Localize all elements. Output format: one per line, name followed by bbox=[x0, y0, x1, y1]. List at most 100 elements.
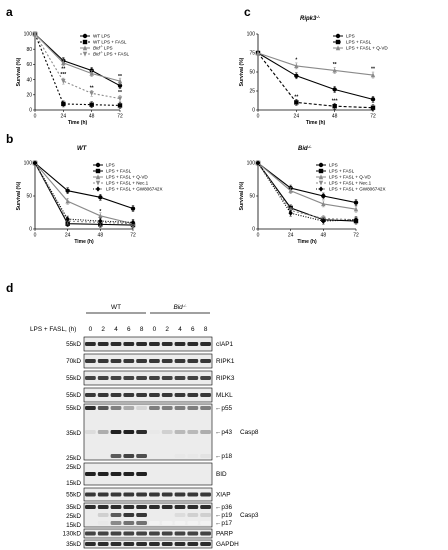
blot-band bbox=[200, 393, 211, 397]
data-point bbox=[321, 193, 326, 199]
data-point bbox=[65, 216, 70, 222]
blot-band bbox=[85, 342, 96, 346]
x-tick-label: 24 bbox=[294, 114, 300, 120]
significance-label: ** bbox=[118, 90, 122, 96]
y-tick-label: 0 bbox=[29, 108, 32, 114]
y-tick-label: 50 bbox=[26, 194, 32, 200]
series-line bbox=[34, 162, 134, 210]
blot-band bbox=[149, 342, 160, 346]
y-tick-label: 100 bbox=[24, 161, 33, 167]
blot-band bbox=[174, 542, 186, 546]
lane-label: 6 bbox=[191, 326, 195, 333]
significance-label: ** bbox=[294, 95, 298, 101]
blot-band bbox=[200, 406, 211, 410]
legend-label: LPS + FASL + GW806742X bbox=[329, 187, 386, 192]
blot-band bbox=[97, 472, 109, 476]
x-tick-label: 48 bbox=[98, 233, 104, 239]
blot-band bbox=[136, 393, 147, 397]
blot-band bbox=[97, 521, 109, 525]
protein-label: XIAP bbox=[216, 492, 231, 499]
blot-band bbox=[85, 492, 96, 497]
blot-band bbox=[123, 342, 135, 346]
y-tick-label: 40 bbox=[26, 77, 32, 83]
blot-band bbox=[174, 393, 186, 397]
blot-band bbox=[123, 492, 135, 497]
blot-band bbox=[136, 513, 147, 517]
blot-band bbox=[187, 359, 199, 363]
blot-band bbox=[161, 430, 173, 434]
blot-band bbox=[174, 342, 186, 346]
legend-marker bbox=[318, 180, 324, 186]
data-point bbox=[332, 104, 337, 109]
band-label: ←p55 bbox=[215, 405, 232, 412]
data-point bbox=[321, 218, 326, 224]
legend-label: LPS + FASL + Q-VD bbox=[106, 175, 148, 180]
data-point bbox=[294, 73, 299, 79]
legend-marker bbox=[82, 51, 88, 57]
blot-band bbox=[85, 393, 96, 397]
blot-band bbox=[200, 430, 211, 434]
blot-band bbox=[187, 406, 199, 410]
blot-band bbox=[136, 359, 147, 363]
blot-band bbox=[85, 406, 96, 410]
data-point bbox=[353, 217, 359, 223]
blot-band bbox=[110, 393, 122, 397]
group-label-bid: Bid-/- bbox=[173, 303, 187, 312]
y-axis-label: Survival (%) bbox=[239, 181, 245, 210]
blot-band bbox=[110, 472, 122, 476]
mw-marker: 35kD bbox=[66, 504, 81, 511]
blot-band bbox=[136, 430, 147, 434]
blot-band bbox=[174, 521, 186, 525]
y-tick-label: 100 bbox=[247, 161, 256, 167]
y-tick-label: 0 bbox=[252, 108, 255, 114]
protein-label: RIPK1 bbox=[216, 358, 235, 365]
blot-band bbox=[200, 376, 211, 380]
significance-label: ** bbox=[371, 66, 375, 72]
blot-band bbox=[110, 513, 122, 517]
blot-band bbox=[123, 542, 135, 546]
blot-band bbox=[149, 542, 160, 546]
blot-band bbox=[200, 359, 211, 363]
blot-band bbox=[149, 376, 160, 380]
series-line bbox=[34, 162, 134, 226]
x-tick-label: 72 bbox=[353, 233, 359, 239]
y-tick-label: 75 bbox=[249, 51, 255, 57]
x-tick-label: 0 bbox=[34, 233, 37, 239]
blot-band bbox=[110, 521, 122, 525]
blot-band bbox=[110, 359, 122, 363]
blot-band bbox=[187, 454, 199, 458]
mw-marker: 35kD bbox=[66, 541, 81, 548]
legend-label: Bid-/- LPS bbox=[93, 45, 113, 51]
significance-label: ** bbox=[118, 74, 122, 80]
protein-label: Casp3 bbox=[240, 512, 259, 519]
data-point bbox=[255, 50, 261, 56]
blot-band bbox=[187, 376, 199, 380]
panel-letter-a: a bbox=[6, 5, 13, 19]
x-tick-label: 0 bbox=[257, 233, 260, 239]
blot-band bbox=[123, 513, 135, 517]
legend-label: LPS + FASL bbox=[106, 169, 132, 174]
blot-frame bbox=[83, 462, 213, 486]
band-label: ←p19 bbox=[215, 512, 232, 519]
blot-band bbox=[85, 472, 96, 476]
lane-label: 0 bbox=[153, 326, 157, 333]
data-point bbox=[117, 78, 123, 84]
mw-marker: 25kD bbox=[66, 464, 81, 471]
x-tick-label: 72 bbox=[117, 114, 123, 120]
y-tick-label: 100 bbox=[247, 32, 256, 38]
blot-band bbox=[123, 393, 135, 397]
legend-marker bbox=[82, 39, 88, 45]
data-point bbox=[370, 72, 376, 78]
blot-band bbox=[174, 430, 186, 434]
blot-band bbox=[161, 505, 173, 509]
x-tick-label: 72 bbox=[130, 233, 136, 239]
blot-band bbox=[110, 406, 122, 410]
blot-frame bbox=[83, 353, 213, 369]
blot-band bbox=[123, 531, 135, 536]
x-axis-label: Time (h) bbox=[68, 120, 88, 126]
mw-marker: 55kD bbox=[66, 492, 81, 499]
blot-band bbox=[136, 472, 147, 476]
x-axis-label: Time (h) bbox=[306, 120, 326, 126]
significance-label: * bbox=[295, 57, 297, 63]
blot-band bbox=[97, 342, 109, 346]
